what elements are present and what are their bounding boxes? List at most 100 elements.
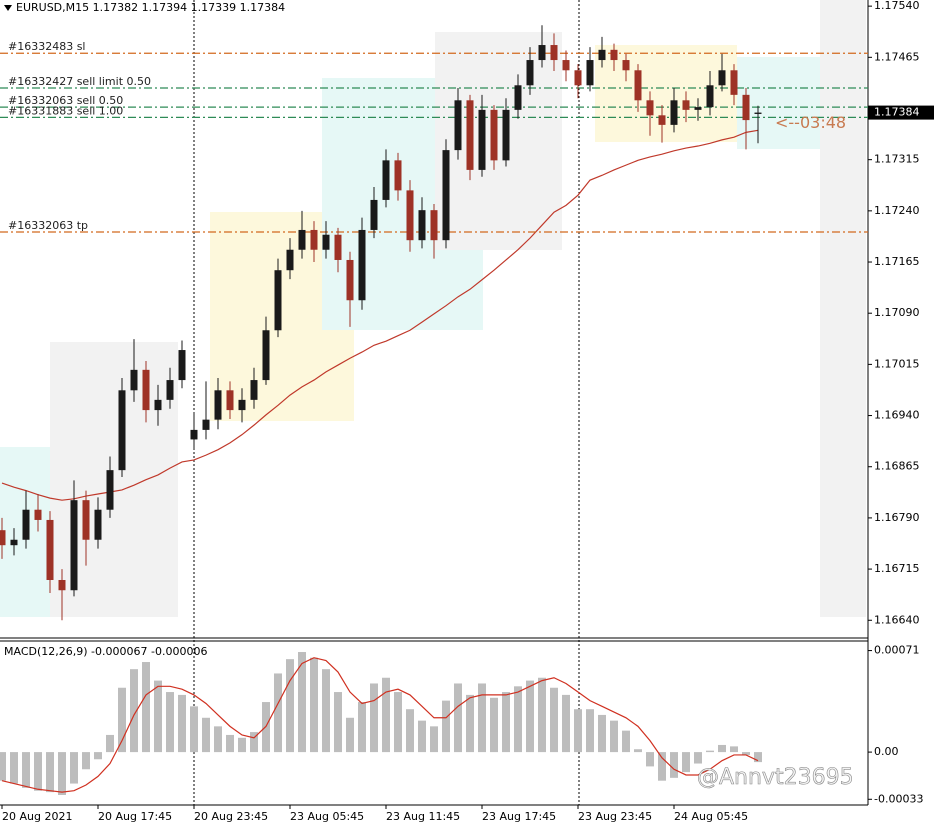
candle-body [370,199,378,230]
macd-bar [322,669,330,753]
y-tick-label: 1.16640 [874,613,920,626]
candle-body [622,60,630,71]
candle-body [646,100,654,116]
candle-body [598,49,606,61]
macd-bar [274,673,282,753]
order-label: #16332427 sell limit 0.50 [8,75,151,88]
macd-bar [142,662,150,753]
macd-bar [466,694,474,753]
order-label: #16331883 sell 1.00 [8,104,123,117]
candle-body [478,109,486,170]
macd-bar [226,734,234,753]
candle-body [142,369,150,411]
session-box [435,32,562,250]
macd-bar [502,692,510,753]
macd-bar [670,752,678,778]
macd-bar [118,687,126,753]
order-label: #16332483 sl [8,40,86,53]
session-box [50,342,178,617]
macd-bar [178,694,186,753]
candle-body [346,259,354,301]
candle-body [394,160,402,191]
macd-bar [730,746,738,753]
macd-bar [34,752,42,791]
countdown: <--03:48 [775,113,846,132]
macd-bar [202,717,210,753]
macd-bar [334,692,342,753]
macd-bar [94,752,102,760]
candle-body [226,390,234,411]
candle-body [526,60,534,86]
macd-bar [658,752,666,781]
macd-bar [154,680,162,753]
candle-body [70,500,78,591]
macd-bar [538,677,546,753]
candle-body [202,419,210,430]
menu-icon [4,5,12,11]
macd-bar [346,717,354,753]
macd-bar [250,732,258,753]
candle-body [214,390,222,420]
candle-body [46,519,54,580]
y-tick-label: 1.17015 [874,357,920,370]
x-tick-label: 20 Aug 2021 [2,810,72,823]
macd-bar [454,683,462,753]
candle-body [730,70,738,95]
macd-bar [82,752,90,770]
y-tick-label: 1.16940 [874,409,920,422]
macd-bar [550,687,558,753]
candle-body [262,330,270,381]
candle-body [502,109,510,161]
macd-bar [562,694,570,753]
macd-bar [646,752,654,767]
candle-body [550,45,558,61]
x-tick-label: 23 Aug 11:45 [386,810,460,823]
macd-bar [214,726,222,753]
macd-bar [298,652,306,753]
macd-bar [190,706,198,753]
macd-bar [526,680,534,753]
candle-body [22,509,30,540]
candle-body [118,390,126,471]
y-tick-label: 1.16715 [874,562,920,575]
candle-body [754,112,762,114]
macd-bar [706,750,714,753]
candle-body [490,109,498,161]
candle-body [82,500,90,540]
y-tick-label: 1.17165 [874,255,920,268]
x-tick-label: 23 Aug 05:45 [290,810,364,823]
macd-bar [490,697,498,753]
candle-body [454,100,462,151]
macd-bar [754,752,762,763]
x-tick-label: 23 Aug 23:45 [578,810,652,823]
x-tick-label: 24 Aug 05:45 [674,810,748,823]
candle-body [190,429,198,440]
moving-average [1,129,759,501]
macd-bar [394,692,402,753]
candle-body [466,100,474,170]
macd-bar [610,720,618,753]
macd-bar [478,683,486,753]
candle-body [322,234,330,250]
macd-bar [238,737,246,753]
macd-bar [442,700,450,753]
candle-body [298,229,306,250]
macd-bar [286,659,294,753]
macd-bar [742,752,750,755]
candle-body [418,210,426,241]
candle-body [286,249,294,271]
macd-bar [694,752,702,764]
candle-body [130,369,138,391]
candle-body [238,399,246,411]
macd-bar [406,709,414,753]
macd-bar [106,734,114,753]
y-tick-label: 1.17465 [874,50,920,63]
candle-body [682,100,690,110]
candle-body [310,229,318,250]
candle-body [706,85,714,108]
macd-bar [370,683,378,753]
y-tick-label: 1.17090 [874,306,920,319]
x-tick-label: 20 Aug 17:45 [98,810,172,823]
indicator-title: MACD(12,26,9) -0.000067 -0.000006 [4,645,207,658]
